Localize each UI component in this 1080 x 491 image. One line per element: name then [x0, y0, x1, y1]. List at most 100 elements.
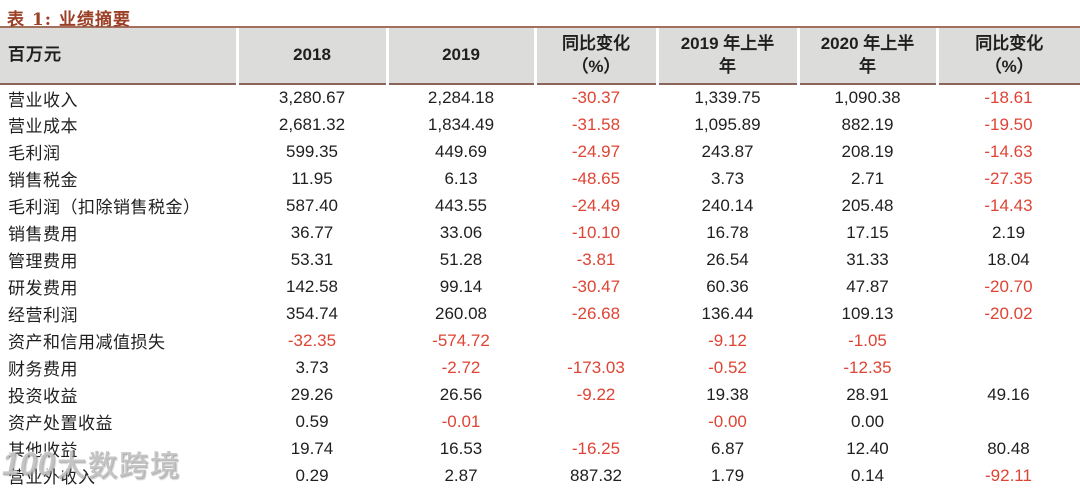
cell-value: 0.59 [295, 411, 329, 431]
cell-value: 0.00 [850, 411, 885, 431]
cell-value: -1.05 [848, 330, 887, 350]
cell-value: 60.36 [706, 276, 749, 296]
cell-value: 3.73 [295, 357, 329, 377]
row-label: 其他收益 [8, 441, 78, 461]
header-2020-h1: 2020 年上半 年 [796, 28, 937, 85]
cell-value: 33.06 [439, 222, 483, 242]
row-label: 研发费用 [8, 279, 78, 299]
cell-value [535, 408, 657, 435]
table-title: 表 1: 业绩摘要 [0, 0, 1080, 30]
cell-value: 6.13 [444, 168, 478, 188]
cell-value: 51.28 [439, 249, 483, 269]
cell-value: -27.35 [984, 168, 1033, 188]
cell-value: -92.11 [985, 465, 1032, 485]
cell-value: -12.35 [843, 357, 892, 377]
row-label: 毛利润 [8, 144, 61, 164]
cell-value: -10.10 [571, 222, 621, 242]
cell-value: -30.37 [571, 88, 621, 107]
cell-value: 3.73 [710, 168, 745, 188]
table-row: 销售税金 11.95 6.13 -48.65 3.73 2.71 -27.35 [0, 165, 1080, 192]
cell-value: 1,090.38 [834, 88, 901, 107]
cell-value: 2.71 [850, 168, 885, 188]
cell-value: 260.08 [435, 303, 487, 323]
cell-value: -2.72 [441, 357, 481, 377]
cell-value: 19.38 [706, 384, 749, 404]
cell-value: -0.52 [708, 357, 747, 377]
row-label: 资产处置收益 [8, 414, 113, 434]
cell-value: -26.68 [571, 303, 621, 323]
cell-value: -20.02 [984, 303, 1033, 323]
cell-value: 0.29 [295, 465, 329, 485]
cell-value: 1,095.89 [694, 114, 761, 134]
cell-value: 1,339.75 [694, 88, 761, 107]
cell-value: 2,284.18 [427, 88, 495, 107]
table-row: 资产处置收益 0.59 -0.01 -0.00 0.00 [0, 408, 1080, 435]
table-row: 营业成本 2,681.32 1,834.49 -31.58 1,095.89 882.19… [0, 111, 1080, 138]
cell-value: -9.12 [708, 330, 747, 350]
cell-value: -3.81 [576, 249, 616, 269]
cell-value: 26.56 [439, 384, 483, 404]
cell-value: 31.33 [846, 249, 889, 269]
cell-value: 1,834.49 [427, 114, 495, 134]
cell-value: 443.55 [435, 195, 487, 215]
table-row: 资产和信用减值损失 -32.35 -574.72 -9.12 -1.05 [0, 327, 1080, 354]
cell-value: 587.40 [286, 195, 338, 215]
cell-value: -173.03 [567, 357, 625, 377]
cell-value: -9.22 [576, 384, 616, 404]
cell-value: 53.31 [290, 249, 334, 269]
cell-value: -48.65 [571, 168, 621, 188]
table-row: 经营利润 354.74 260.08 -26.68 136.44 109.13 -20.02 [0, 300, 1080, 327]
row-label: 财务费用 [8, 360, 78, 380]
cell-value: 882.19 [841, 114, 894, 134]
cell-value: 0.14 [850, 465, 885, 485]
table-row: 研发费用 142.58 99.14 -30.47 60.36 47.87 -20.70 [0, 273, 1080, 300]
table-row: 营业收入 3,280.67 2,284.18 -30.37 1,339.75 1,090.… [0, 84, 1080, 111]
cell-value: 16.78 [706, 222, 749, 242]
header-yoy-change-h1: 同比变化 （%） [935, 28, 1080, 85]
header-2019: 2019 [385, 28, 535, 85]
cell-value: -14.43 [984, 195, 1033, 215]
cell-value: -30.47 [571, 276, 621, 296]
table-row: 管理费用 53.31 51.28 -3.81 26.54 31.33 18.04 [0, 246, 1080, 273]
row-label: 营业收入 [8, 90, 78, 111]
row-label: 投资收益 [8, 387, 78, 407]
table-row: 投资收益 29.26 26.56 -9.22 19.38 28.91 49.16 [0, 381, 1080, 408]
header-2019-h1: 2019 年上半 年 [655, 28, 798, 85]
cell-value: -31.58 [571, 114, 621, 134]
row-label: 管理费用 [8, 252, 78, 272]
row-label: 经营利润 [8, 306, 78, 326]
cell-value: 2.87 [444, 465, 478, 485]
row-label: 销售税金 [8, 171, 78, 191]
cell-value: 142.58 [286, 276, 338, 296]
cell-value: 12.40 [846, 438, 889, 458]
row-label: 资产和信用减值损失 [8, 333, 166, 353]
cell-value: 29.26 [290, 384, 334, 404]
row-label: 营业外收入 [8, 468, 96, 488]
cell-value [937, 408, 1080, 435]
performance-summary-table: 百万元 2018 2019 同比变化 （%） 2019 年上半 年 2020 年… [0, 28, 1080, 489]
cell-value: -32.35 [287, 330, 337, 350]
table-body: 营业收入 3,280.67 2,284.18 -30.37 1,339.75 1,090.… [0, 84, 1080, 489]
cell-value: 354.74 [286, 303, 338, 323]
cell-value: 208.19 [841, 141, 894, 161]
header-unit: 百万元 [0, 28, 237, 85]
cell-value: -20.70 [984, 276, 1033, 296]
cell-value: 599.35 [286, 141, 338, 161]
cell-value: 887.32 [570, 465, 622, 485]
cell-value: -0.01 [441, 411, 481, 431]
cell-value: -19.50 [984, 114, 1033, 134]
table-header: 百万元 2018 2019 同比变化 （%） 2019 年上半 年 2020 年… [0, 28, 1080, 85]
cell-value: 47.87 [846, 276, 889, 296]
cell-value: 99.14 [439, 276, 483, 296]
cell-value: 243.87 [701, 141, 754, 161]
cell-value [535, 327, 657, 354]
cell-value: 28.91 [846, 384, 889, 404]
table-row: 其他收益 19.74 16.53 -16.25 6.87 12.40 80.48 [0, 435, 1080, 462]
row-label: 销售费用 [8, 225, 78, 245]
cell-value: 26.54 [706, 249, 749, 269]
cell-value [937, 354, 1080, 381]
cell-value: 36.77 [290, 222, 334, 242]
cell-value: -24.49 [571, 195, 621, 215]
cell-value: -16.25 [571, 438, 621, 458]
